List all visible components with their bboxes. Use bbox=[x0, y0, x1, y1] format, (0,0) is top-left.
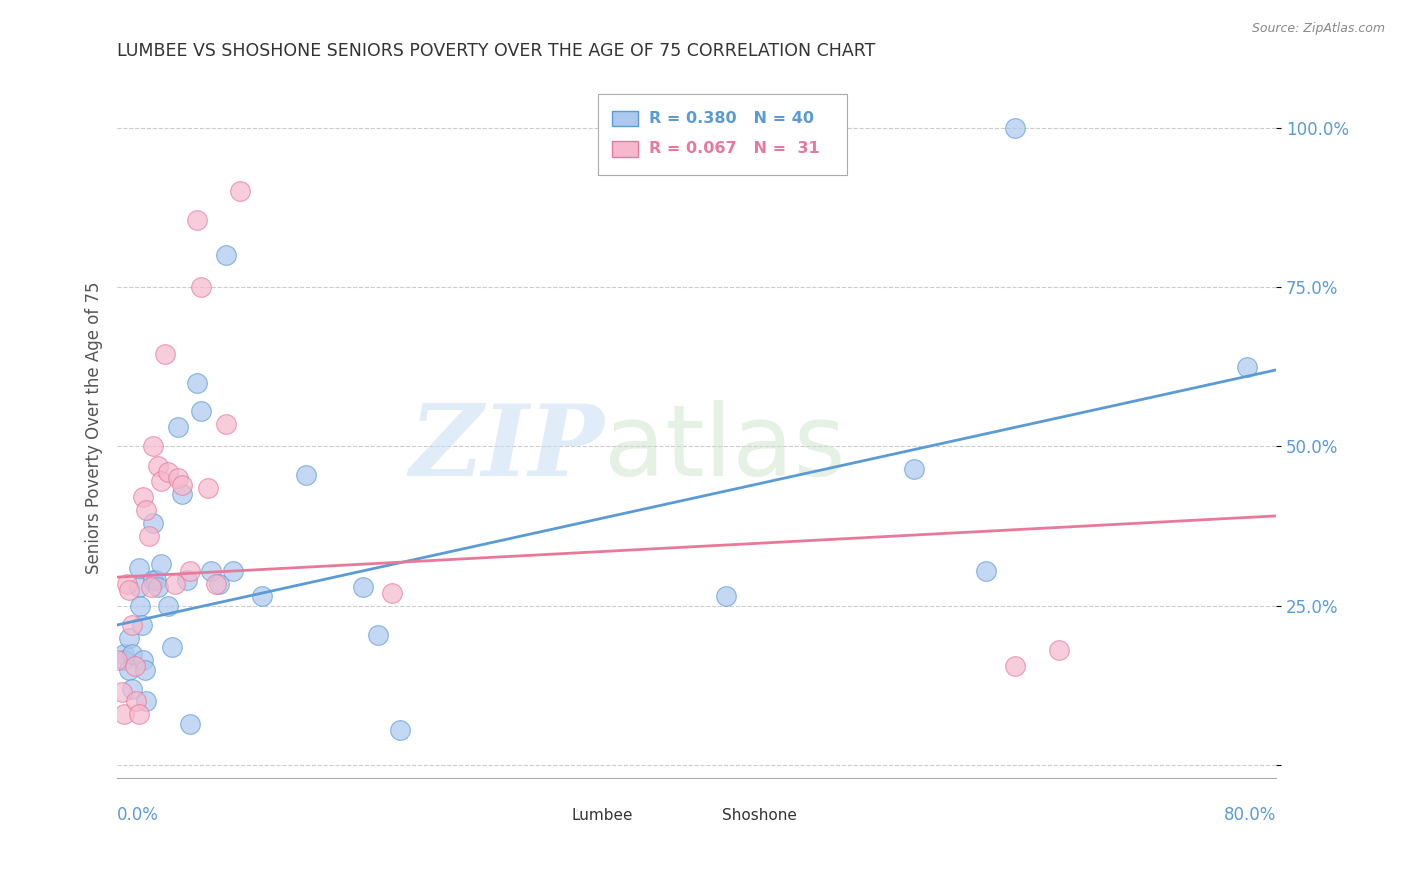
Point bbox=[1004, 120, 1026, 135]
Point bbox=[145, 574, 167, 588]
Text: R = 0.380   N = 40: R = 0.380 N = 40 bbox=[650, 112, 814, 126]
Point bbox=[381, 586, 404, 600]
Point bbox=[388, 723, 411, 738]
Point bbox=[121, 681, 143, 696]
Point bbox=[197, 481, 219, 495]
Text: Lumbee: Lumbee bbox=[571, 808, 633, 823]
Point bbox=[124, 659, 146, 673]
Point bbox=[903, 462, 925, 476]
Point bbox=[165, 576, 187, 591]
Point bbox=[294, 468, 316, 483]
Point bbox=[167, 420, 190, 434]
Point bbox=[129, 599, 152, 613]
Point bbox=[176, 574, 198, 588]
Point bbox=[167, 471, 190, 485]
Point bbox=[215, 248, 238, 262]
Point bbox=[110, 685, 132, 699]
Point bbox=[207, 576, 229, 591]
Point bbox=[121, 618, 143, 632]
Point bbox=[156, 465, 179, 479]
Point bbox=[131, 618, 153, 632]
Bar bbox=[598, 95, 848, 175]
Point bbox=[353, 580, 375, 594]
Point bbox=[200, 564, 222, 578]
Point bbox=[118, 631, 141, 645]
Text: 0.0%: 0.0% bbox=[117, 806, 159, 824]
Point bbox=[190, 280, 212, 294]
Point bbox=[1004, 659, 1026, 673]
Point bbox=[114, 647, 136, 661]
Point bbox=[121, 647, 143, 661]
Point bbox=[118, 663, 141, 677]
Point bbox=[172, 477, 194, 491]
Text: R = 0.067   N =  31: R = 0.067 N = 31 bbox=[650, 141, 820, 156]
Point bbox=[179, 564, 201, 578]
Point bbox=[149, 475, 172, 489]
Y-axis label: Seniors Poverty Over the Age of 75: Seniors Poverty Over the Age of 75 bbox=[86, 281, 103, 574]
Text: Source: ZipAtlas.com: Source: ZipAtlas.com bbox=[1251, 22, 1385, 36]
Point bbox=[976, 564, 998, 578]
Point bbox=[132, 653, 155, 667]
Point bbox=[186, 213, 208, 227]
Point bbox=[367, 627, 389, 641]
Text: atlas: atlas bbox=[605, 400, 845, 497]
Text: Shoshone: Shoshone bbox=[723, 808, 797, 823]
Point bbox=[153, 347, 176, 361]
Point bbox=[142, 439, 165, 453]
Point bbox=[139, 580, 162, 594]
FancyBboxPatch shape bbox=[534, 808, 560, 823]
Text: ZIP: ZIP bbox=[409, 401, 605, 497]
Point bbox=[146, 458, 169, 473]
Point bbox=[1047, 643, 1070, 657]
Point bbox=[172, 487, 194, 501]
Text: LUMBEE VS SHOSHONE SENIORS POVERTY OVER THE AGE OF 75 CORRELATION CHART: LUMBEE VS SHOSHONE SENIORS POVERTY OVER … bbox=[117, 42, 876, 60]
Point bbox=[149, 558, 172, 572]
Point bbox=[138, 529, 160, 543]
Point bbox=[162, 640, 184, 655]
Point bbox=[714, 589, 737, 603]
Point bbox=[134, 663, 156, 677]
Text: 80.0%: 80.0% bbox=[1223, 806, 1277, 824]
Point bbox=[118, 582, 141, 597]
Point bbox=[114, 653, 136, 667]
Point bbox=[250, 589, 273, 603]
Point bbox=[142, 516, 165, 530]
Point bbox=[215, 417, 238, 431]
Point bbox=[135, 694, 157, 708]
Point bbox=[132, 491, 155, 505]
FancyBboxPatch shape bbox=[685, 808, 710, 823]
Point bbox=[146, 580, 169, 594]
Point bbox=[128, 580, 150, 594]
FancyBboxPatch shape bbox=[612, 141, 637, 157]
Point bbox=[114, 707, 136, 722]
Point bbox=[204, 576, 226, 591]
Point bbox=[186, 376, 208, 390]
Point bbox=[1236, 359, 1258, 374]
Point bbox=[156, 599, 179, 613]
Point bbox=[117, 576, 139, 591]
Point bbox=[179, 716, 201, 731]
Point bbox=[128, 707, 150, 722]
FancyBboxPatch shape bbox=[612, 111, 637, 127]
Point bbox=[222, 564, 245, 578]
Point bbox=[142, 574, 165, 588]
Point bbox=[105, 653, 128, 667]
Point bbox=[135, 503, 157, 517]
Point bbox=[229, 185, 252, 199]
Point bbox=[190, 404, 212, 418]
Point bbox=[128, 560, 150, 574]
Point bbox=[125, 694, 148, 708]
